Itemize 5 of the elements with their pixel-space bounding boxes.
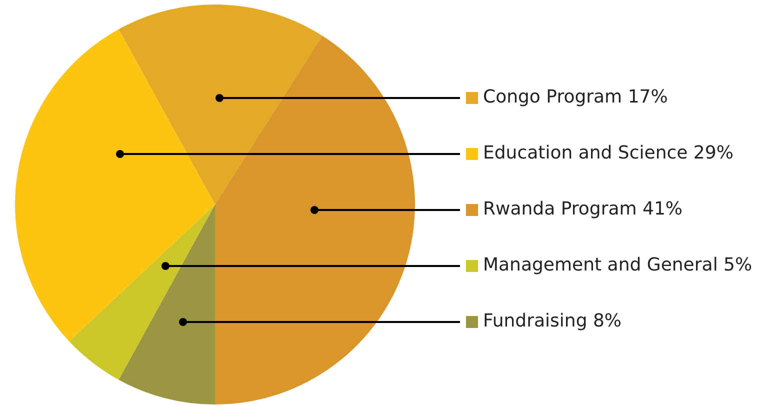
- legend-label: Education and Science 29%: [483, 142, 734, 164]
- legend-label: Rwanda Program 41%: [483, 198, 683, 220]
- legend-label: Fundraising 8%: [483, 310, 622, 332]
- legend-label: Management and General 5%: [483, 254, 752, 276]
- legend-label: Congo Program 17%: [483, 86, 668, 108]
